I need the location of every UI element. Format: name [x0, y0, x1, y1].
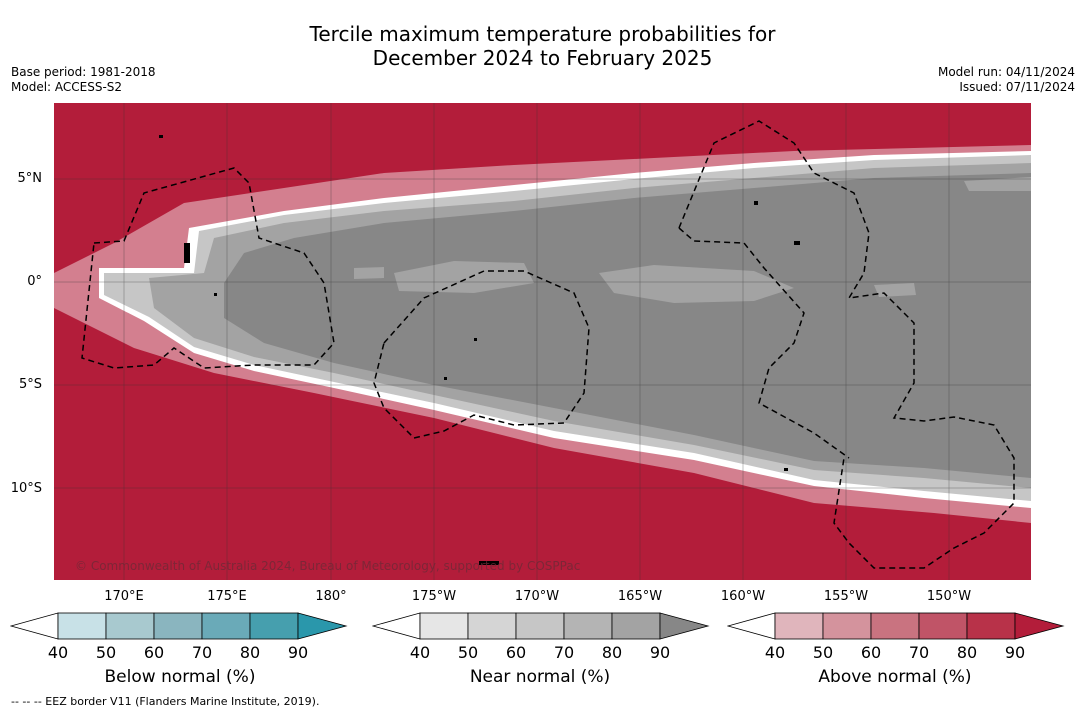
- above-tick-label: 40: [764, 643, 786, 662]
- near-normal-patch-4: [354, 267, 384, 279]
- below-colorbar-block: [57, 612, 107, 640]
- islands: [159, 135, 800, 565]
- eez-tuvalu: [81, 167, 335, 369]
- near-colorbar-max-triangle: [659, 612, 710, 640]
- near-normal-90: [224, 173, 1031, 478]
- title-line-1: Tercile maximum temperature probabilitie…: [309, 22, 776, 46]
- model-run-date: Model run: 04/11/2024: [937, 65, 1075, 79]
- lat-label-10s: 10°S: [10, 481, 42, 496]
- near-tick-label: 70: [553, 643, 575, 662]
- lat-label-5n: 5°N: [17, 171, 43, 186]
- near-normal-colorbar: [372, 612, 710, 640]
- model-info: Base period: 1981-2018 Model: ACCESS-S2: [11, 65, 156, 95]
- lon-label-160w: 160°W: [720, 589, 766, 604]
- lat-label-5s: 5°S: [18, 377, 42, 392]
- near-normal-patch-2: [599, 265, 794, 303]
- graticule: [54, 103, 1031, 580]
- below-colorbar-block: [249, 612, 299, 640]
- model-name: Model: ACCESS-S2: [11, 80, 123, 94]
- near-normal-patch-5: [964, 177, 1031, 191]
- above-tick-label: 50: [812, 643, 834, 662]
- run-info: Model run: 04/11/2024 Issued: 07/11/2024: [938, 65, 1075, 95]
- below-normal-label: Below normal (%): [104, 667, 256, 687]
- lon-label-165w: 165°W: [617, 589, 663, 604]
- above-tick-label: 70: [908, 643, 930, 662]
- above-colorbar-block: [966, 612, 1016, 640]
- above-colorbar-block: [774, 612, 824, 640]
- issued-date: Issued: 07/11/2024: [959, 80, 1075, 94]
- near-tick-label: 90: [649, 643, 671, 662]
- lon-label-150w: 150°W: [926, 589, 972, 604]
- below-tick-label: 50: [95, 643, 117, 662]
- below-colorbar-block: [153, 612, 203, 640]
- eez-line-islands-west: [678, 227, 850, 459]
- near-tick-label: 80: [601, 643, 623, 662]
- above-tick-label: 90: [1004, 643, 1026, 662]
- near-normal-patch-3: [874, 283, 916, 297]
- lon-label-155w: 155°W: [823, 589, 869, 604]
- eez-tokelau: [373, 270, 590, 439]
- lon-label-180: 180°: [315, 589, 347, 604]
- below-tick-label: 80: [239, 643, 261, 662]
- above-colorbar-block: [822, 612, 872, 640]
- copyright-notice: © Commonwealth of Australia 2024, Bureau…: [75, 559, 581, 573]
- eez-borders: [81, 120, 1015, 569]
- eez-footnote: -- -- -- EEZ border V11 (Flanders Marine…: [11, 695, 320, 708]
- near-normal-patch-1: [394, 261, 534, 293]
- near-colorbar-block: [611, 612, 661, 640]
- below-tick-label: 40: [47, 643, 69, 662]
- lat-label-0: 0°: [27, 274, 42, 289]
- lon-label-175w: 175°W: [411, 589, 457, 604]
- near-normal-label: Near normal (%): [469, 667, 611, 687]
- probability-map: [54, 103, 1031, 580]
- below-normal-colorbar: [10, 612, 348, 640]
- above-normal-colorbar: [727, 612, 1065, 640]
- above-colorbar-block: [870, 612, 920, 640]
- title-line-2: December 2024 to February 2025: [372, 46, 713, 70]
- below-colorbar-block: [201, 612, 251, 640]
- lon-label-170w: 170°W: [514, 589, 560, 604]
- below-colorbar-max-triangle: [297, 612, 348, 640]
- below-colorbar-block: [105, 612, 155, 640]
- above-tick-label: 80: [956, 643, 978, 662]
- near-colorbar-min-triangle: [372, 612, 421, 640]
- map-title: Tercile maximum temperature probabilitie…: [0, 22, 1085, 70]
- below-tick-label: 90: [287, 643, 309, 662]
- below-tick-label: 70: [191, 643, 213, 662]
- near-colorbar-block: [563, 612, 613, 640]
- above-normal-label: Above normal (%): [818, 667, 972, 687]
- above-colorbar-block: [918, 612, 968, 640]
- above-colorbar-max-triangle: [1014, 612, 1065, 640]
- near-tick-label: 60: [505, 643, 527, 662]
- near-colorbar-block: [467, 612, 517, 640]
- below-colorbar-min-triangle: [10, 612, 59, 640]
- lon-label-175e: 175°E: [207, 589, 247, 604]
- near-colorbar-block: [515, 612, 565, 640]
- eez-kiribati-phoenix-line: [678, 120, 1015, 569]
- lon-label-170e: 170°E: [104, 589, 144, 604]
- base-period: Base period: 1981-2018: [11, 65, 156, 79]
- near-tick-label: 50: [457, 643, 479, 662]
- near-colorbar-block: [419, 612, 469, 640]
- above-colorbar-min-triangle: [727, 612, 776, 640]
- above-tick-label: 60: [860, 643, 882, 662]
- near-tick-label: 40: [409, 643, 431, 662]
- below-tick-label: 60: [143, 643, 165, 662]
